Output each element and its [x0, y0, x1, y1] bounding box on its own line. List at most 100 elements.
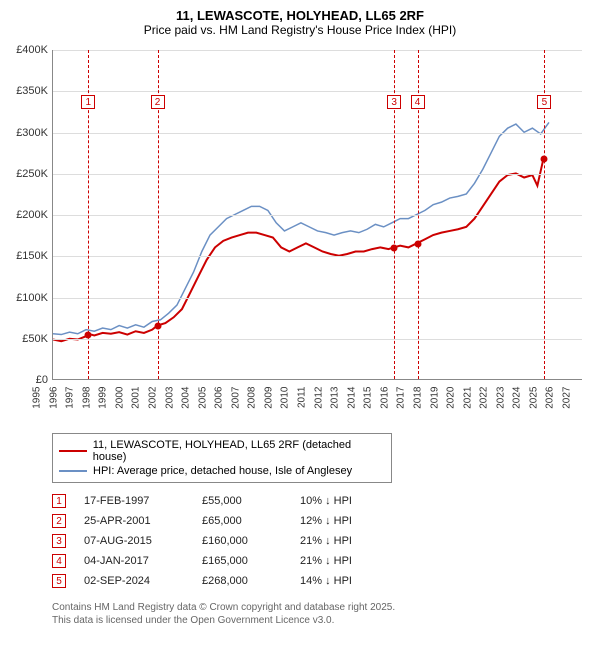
x-axis-label: 2000 [114, 387, 125, 417]
gridline [53, 298, 582, 299]
y-axis-label: £150K [10, 250, 48, 262]
gridline [53, 133, 582, 134]
x-axis-label: 2014 [346, 387, 357, 417]
legend-item: HPI: Average price, detached house, Isle… [59, 464, 385, 478]
sale-date: 25-APR-2001 [84, 515, 184, 527]
x-axis-label: 2001 [131, 387, 142, 417]
x-axis-label: 2011 [297, 387, 308, 417]
sale-ref-box: 1 [52, 494, 66, 508]
footer-line: This data is licensed under the Open Gov… [52, 614, 590, 627]
table-row: 5 02-SEP-2024 £268,000 14% ↓ HPI [52, 571, 590, 591]
x-axis-label: 2006 [214, 387, 225, 417]
sale-hpi-diff: 10% ↓ HPI [300, 495, 390, 507]
x-axis-label: 2026 [545, 387, 556, 417]
legend-item: 11, LEWASCOTE, HOLYHEAD, LL65 2RF (detac… [59, 438, 385, 464]
sale-hpi-diff: 21% ↓ HPI [300, 535, 390, 547]
sale-marker-dot [541, 155, 548, 162]
sale-price: £268,000 [202, 575, 282, 587]
x-axis-label: 2024 [512, 387, 523, 417]
sale-marker-dot [391, 245, 398, 252]
y-axis-label: £400K [10, 44, 48, 56]
sale-hpi-diff: 12% ↓ HPI [300, 515, 390, 527]
y-axis-label: £100K [10, 292, 48, 304]
gridline [53, 339, 582, 340]
sales-table: 1 17-FEB-1997 £55,000 10% ↓ HPI 2 25-APR-2001… [52, 491, 590, 591]
sale-ref-box: 2 [52, 514, 66, 528]
chart-container: 11, LEWASCOTE, HOLYHEAD, LL65 2RF Price … [0, 0, 600, 635]
x-axis-label: 2019 [429, 387, 440, 417]
sale-marker-box: 5 [537, 95, 551, 109]
x-axis-label: 2003 [164, 387, 175, 417]
y-axis-label: £250K [10, 168, 48, 180]
x-axis-label: 2009 [263, 387, 274, 417]
sale-date: 02-SEP-2024 [84, 575, 184, 587]
x-axis-label: 2017 [396, 387, 407, 417]
sale-marker-box: 4 [411, 95, 425, 109]
y-axis-label: £300K [10, 127, 48, 139]
y-axis-label: £50K [10, 333, 48, 345]
legend-label: 11, LEWASCOTE, HOLYHEAD, LL65 2RF (detac… [93, 439, 385, 463]
x-axis-label: 2002 [147, 387, 158, 417]
x-axis-label: 2018 [412, 387, 423, 417]
sale-ref-box: 4 [52, 554, 66, 568]
chart-subtitle: Price paid vs. HM Land Registry's House … [10, 23, 590, 37]
series-hpi [53, 122, 549, 334]
chart-title: 11, LEWASCOTE, HOLYHEAD, LL65 2RF [10, 8, 590, 23]
sale-price: £55,000 [202, 495, 282, 507]
x-axis-label: 2005 [197, 387, 208, 417]
x-axis-label: 2025 [528, 387, 539, 417]
sale-price: £160,000 [202, 535, 282, 547]
sale-hpi-diff: 21% ↓ HPI [300, 555, 390, 567]
x-axis-label: 2015 [363, 387, 374, 417]
gridline [53, 91, 582, 92]
table-row: 3 07-AUG-2015 £160,000 21% ↓ HPI [52, 531, 590, 551]
sale-marker-dot [414, 240, 421, 247]
x-axis-label: 1997 [65, 387, 76, 417]
sale-date: 07-AUG-2015 [84, 535, 184, 547]
chart-area: £0 £50K £100K £150K £200K £250K £300K £350K £400… [10, 45, 590, 425]
y-axis-label: £200K [10, 209, 48, 221]
x-axis-label: 2021 [462, 387, 473, 417]
sale-ref-box: 3 [52, 534, 66, 548]
sale-date: 17-FEB-1997 [84, 495, 184, 507]
sale-ref-box: 5 [52, 574, 66, 588]
x-axis-label: 2007 [230, 387, 241, 417]
x-axis-label: 2020 [446, 387, 457, 417]
x-axis-label: 2023 [495, 387, 506, 417]
sale-date: 04-JAN-2017 [84, 555, 184, 567]
x-axis-label: 2027 [562, 387, 573, 417]
gridline [53, 174, 582, 175]
plot-region: 1 2 34 5 [52, 50, 582, 380]
gridline [53, 215, 582, 216]
x-axis-label: 2010 [280, 387, 291, 417]
legend-label: HPI: Average price, detached house, Isle… [93, 465, 352, 477]
gridline [53, 50, 582, 51]
x-axis-label: 1995 [32, 387, 43, 417]
x-axis-label: 1998 [81, 387, 92, 417]
sale-marker-dot [154, 323, 161, 330]
table-row: 4 04-JAN-2017 £165,000 21% ↓ HPI [52, 551, 590, 571]
y-axis-label: £0 [10, 374, 48, 386]
x-axis-label: 2013 [330, 387, 341, 417]
footer-attribution: Contains HM Land Registry data © Crown c… [52, 601, 590, 627]
table-row: 1 17-FEB-1997 £55,000 10% ↓ HPI [52, 491, 590, 511]
table-row: 225-APR-2001£65,00012% ↓ HPI [52, 511, 590, 531]
x-axis-label: 1996 [48, 387, 59, 417]
x-axis-label: 2012 [313, 387, 324, 417]
x-axis-label: 1999 [98, 387, 109, 417]
sale-marker-box: 3 [387, 95, 401, 109]
y-axis-label: £350K [10, 85, 48, 97]
x-axis-label: 2008 [247, 387, 258, 417]
x-axis-label: 2022 [479, 387, 490, 417]
sale-marker-dot [85, 331, 92, 338]
footer-line: Contains HM Land Registry data © Crown c… [52, 601, 590, 614]
sale-price: £165,000 [202, 555, 282, 567]
series-price_paid [53, 159, 543, 342]
x-axis-label: 2016 [379, 387, 390, 417]
sale-marker-box: 1 [81, 95, 95, 109]
sale-marker-box: 2 [151, 95, 165, 109]
legend: 11, LEWASCOTE, HOLYHEAD, LL65 2RF (detac… [52, 433, 392, 483]
sale-hpi-diff: 14% ↓ HPI [300, 575, 390, 587]
legend-swatch [59, 450, 87, 452]
gridline [53, 256, 582, 257]
